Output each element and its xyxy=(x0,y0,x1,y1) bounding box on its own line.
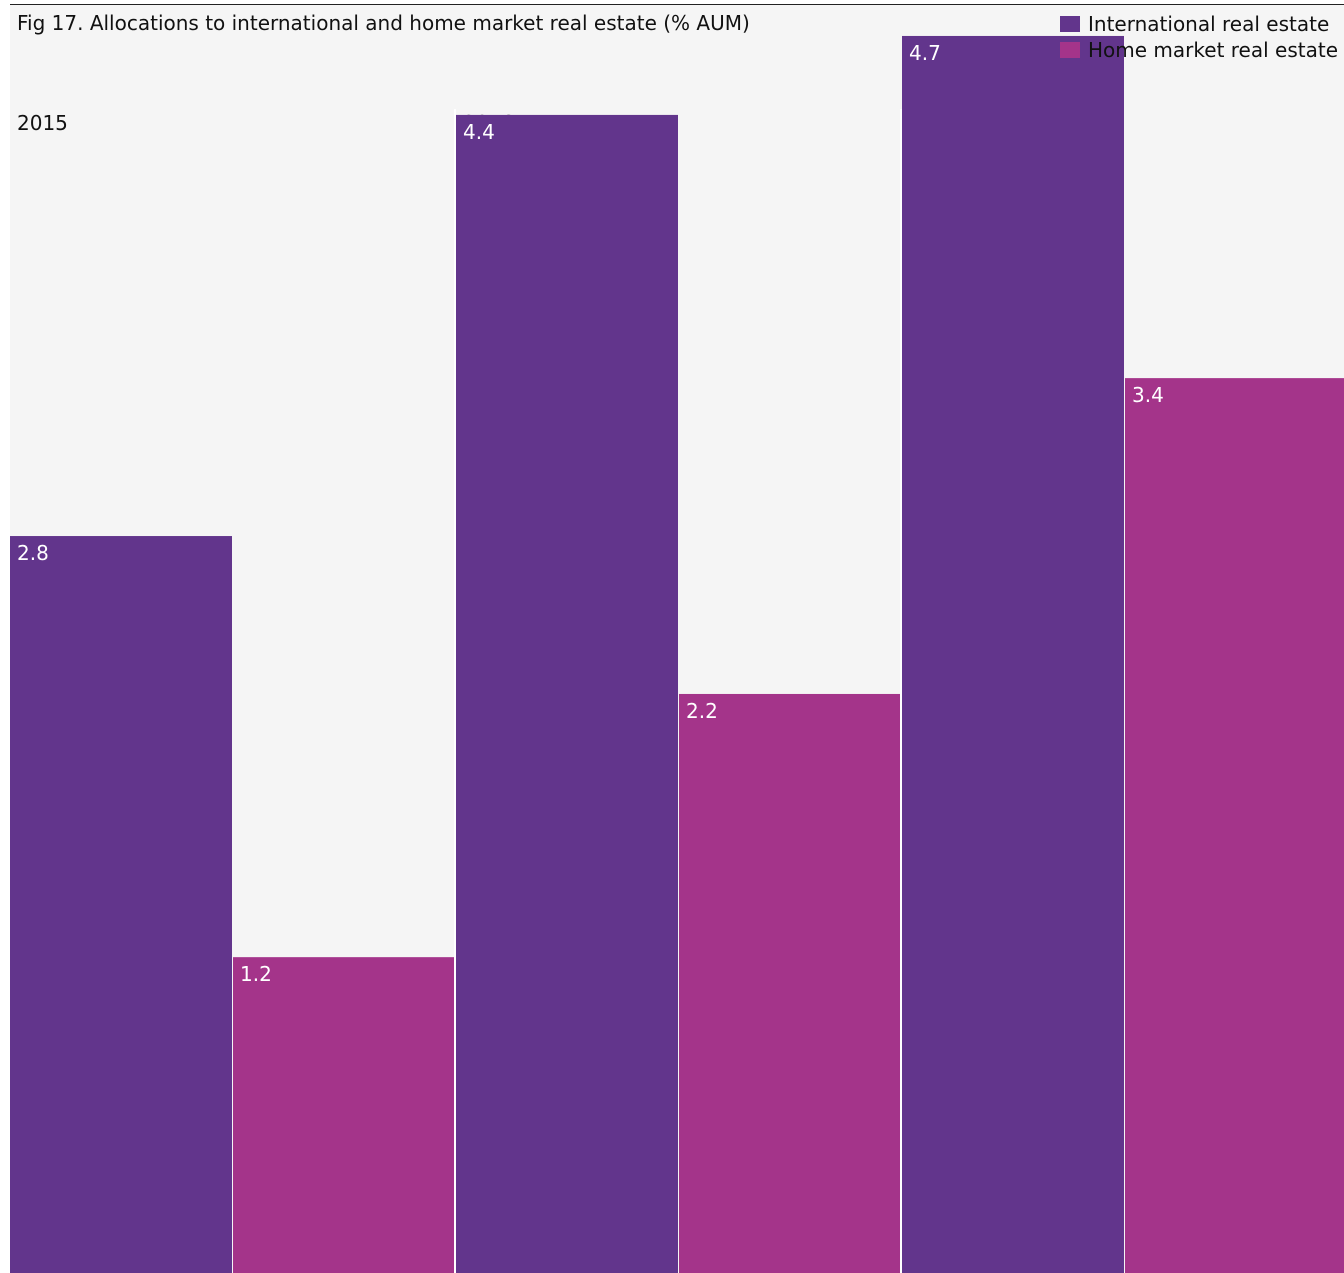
data-label: 3.4 xyxy=(1132,383,1164,407)
data-label: 2.2 xyxy=(686,699,718,723)
bar xyxy=(902,35,1124,1273)
bar xyxy=(456,114,678,1273)
chart-legend: International real estate Home market re… xyxy=(1060,11,1338,63)
bar xyxy=(1125,378,1344,1273)
legend-label-home-market: Home market real estate xyxy=(1088,38,1338,62)
legend-item-home-market: Home market real estate xyxy=(1060,37,1338,63)
data-label: 4.4 xyxy=(463,120,495,144)
legend-label-international: International real estate xyxy=(1088,12,1330,36)
bar xyxy=(679,693,901,1273)
data-label: 1.2 xyxy=(240,962,272,986)
bar xyxy=(233,957,455,1273)
data-label: 2.8 xyxy=(17,541,49,565)
legend-swatch-international xyxy=(1060,16,1081,32)
data-label: 4.7 xyxy=(909,41,941,65)
chart-title: Fig 17. Allocations to international and… xyxy=(17,11,750,35)
legend-item-international: International real estate xyxy=(1060,11,1338,37)
legend-swatch-home-market xyxy=(1060,42,1081,58)
category-label: 2015 xyxy=(17,111,68,135)
bar xyxy=(10,536,232,1273)
